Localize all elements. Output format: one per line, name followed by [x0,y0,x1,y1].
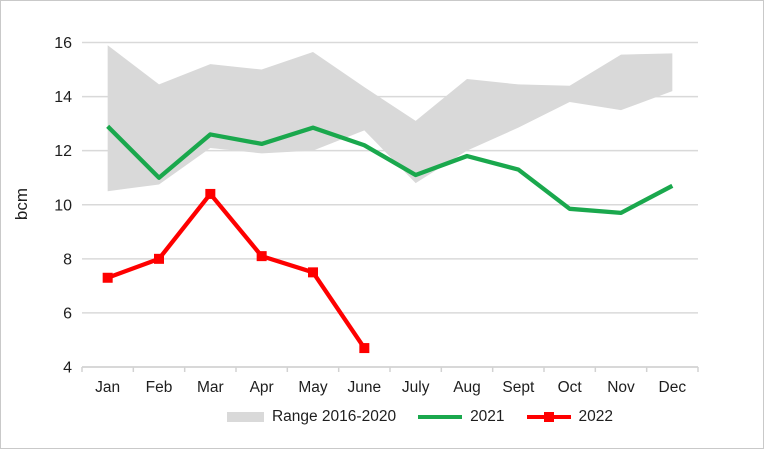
line-2022-swatch [526,412,571,422]
x-tick-label: Apr [250,379,274,396]
x-tick-label: Dec [659,379,687,396]
x-tick-label: Aug [453,379,481,396]
x-tick-label: Mar [197,379,224,396]
line-2022 [106,191,367,350]
range-band [107,45,673,192]
square-marker-icon [543,412,554,422]
x-tick-label: July [402,379,430,396]
x-tick-label: May [298,379,328,396]
data-point-marker [205,188,216,199]
line-2021-swatch [418,415,463,419]
x-tick-label: Sept [502,379,535,396]
y-tick-label: 16 [54,35,72,52]
legend-item-2021: 2021 [418,408,505,426]
y-tick-label: 14 [54,89,72,106]
y-tick-label: 4 [63,360,72,377]
data-point-marker [256,251,267,262]
y-axis-title: bcm [12,187,31,221]
legend-item-range: Range 2016-2020 [226,408,397,426]
legend-label-2021: 2021 [470,408,505,425]
data-point-marker [102,272,113,283]
y-tick-label: 6 [63,305,72,322]
y-tick-label: 10 [54,197,72,214]
legend: Range 2016-2020 2021 2022 [39,408,763,426]
legend-label-range: Range 2016-2020 [271,408,397,425]
y-tick-label: 12 [54,143,72,160]
legend-label-2022: 2022 [578,408,614,425]
line-2021 [106,124,674,216]
legend-item-2022: 2022 [526,408,614,426]
range-band-swatch [226,412,264,422]
y-tick-label: 8 [63,251,72,268]
x-tick-label: Oct [558,379,583,396]
data-point-marker [359,343,370,354]
data-point-marker [154,253,164,264]
x-tick-label: Feb [146,379,173,396]
x-tick-label: June [348,379,382,396]
x-tick-label: Jan [95,379,120,396]
x-tick-label: Nov [607,379,635,396]
data-point-marker [308,267,318,278]
